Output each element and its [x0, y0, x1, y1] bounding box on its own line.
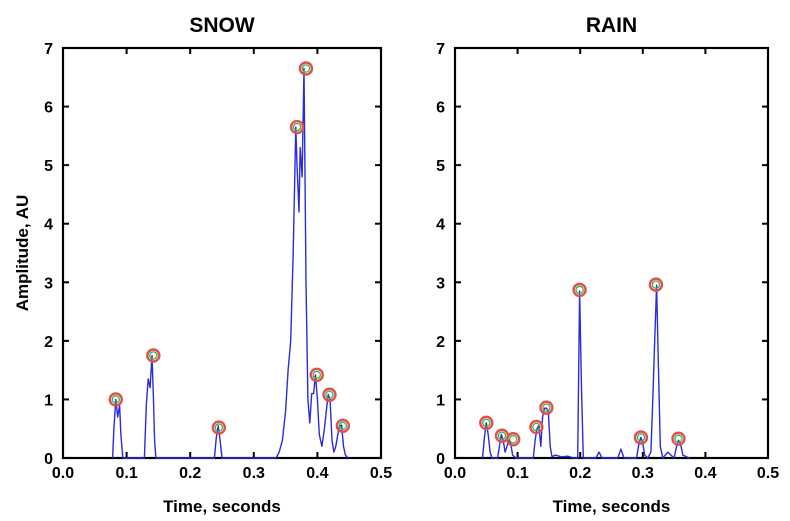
y-tick-label: 5 — [436, 158, 445, 175]
peak-marker-inner — [313, 371, 320, 378]
x-tick-label: 0.4 — [306, 465, 328, 482]
x-axis-label: Time, seconds — [553, 497, 671, 516]
y-tick-label: 4 — [44, 217, 53, 234]
y-tick-label: 2 — [44, 334, 53, 351]
y-tick-label: 6 — [44, 100, 53, 117]
peak-marker-inner — [293, 123, 300, 130]
y-tick-label: 3 — [436, 275, 445, 292]
y-tick-label: 4 — [436, 217, 445, 234]
x-tick-label: 0.2 — [179, 465, 201, 482]
plot-frame — [455, 48, 768, 458]
y-tick-label: 7 — [436, 41, 445, 58]
y-tick-label: 0 — [44, 451, 53, 468]
peak-marker-inner — [510, 436, 517, 443]
x-tick-label: 0.5 — [757, 465, 779, 482]
y-axis-label: Amplitude, AU — [13, 195, 32, 311]
chart-title: RAIN — [586, 14, 637, 37]
chart-title: SNOW — [189, 14, 255, 37]
x-tick-label: 0.5 — [370, 465, 392, 482]
chart-panel-rain: RAIN 0.0 0.1 0.2 0.3 0.4 0.5 0 1 2 3 4 5 6 7 Time, seco… — [436, 14, 779, 516]
series-line-0 — [113, 69, 348, 459]
y-tick-label: 0 — [436, 451, 445, 468]
x-tick-label: 0.0 — [444, 465, 466, 482]
peak-marker-inner — [150, 352, 157, 359]
x-axis-label: Time, seconds — [163, 497, 281, 516]
y-tick-label: 2 — [436, 334, 445, 351]
x-tick-label: 0.1 — [506, 465, 528, 482]
y-tick-label: 7 — [44, 41, 53, 58]
y-tick-label: 5 — [44, 158, 53, 175]
y-tick-label: 1 — [436, 392, 445, 409]
chart-panel-snow: SNOW 0.0 0.1 0.2 0.3 0.4 0.5 0 1 2 3 4 5 6 7 Time, seco… — [13, 14, 392, 516]
x-tick-label: 0.1 — [115, 465, 137, 482]
x-tick-label: 0.0 — [52, 465, 74, 482]
y-tick-label: 6 — [436, 100, 445, 117]
y-tick-label: 1 — [44, 392, 53, 409]
x-tick-label: 0.3 — [243, 465, 265, 482]
x-tick-label: 0.3 — [632, 465, 654, 482]
x-tick-label: 0.4 — [694, 465, 716, 482]
x-tick-label: 0.2 — [569, 465, 591, 482]
y-tick-label: 3 — [44, 275, 53, 292]
